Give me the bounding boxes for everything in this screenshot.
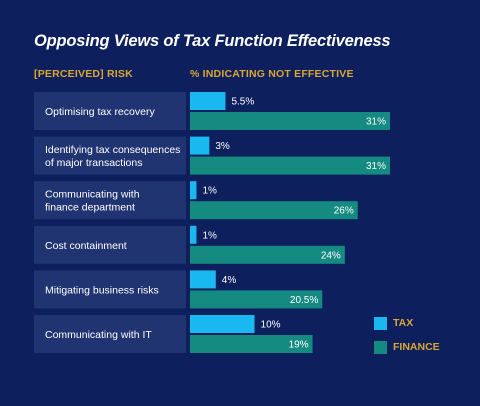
- category-label: finance department: [45, 202, 135, 214]
- category-box: [34, 136, 186, 175]
- category-label: of major transactions: [45, 157, 142, 169]
- finance-bar: [190, 245, 345, 264]
- category-label: Mitigating business risks: [45, 284, 159, 296]
- finance-bar: [190, 335, 313, 353]
- tax-value-label: 10%: [261, 320, 281, 331]
- finance-bar: [190, 112, 390, 130]
- legend-label-tax: TAX: [393, 317, 414, 329]
- category-label: Communicating with: [45, 189, 140, 201]
- legend-swatch-finance: [374, 341, 387, 354]
- category-label: Optimising tax recovery: [45, 106, 155, 118]
- category-box: [34, 92, 186, 130]
- tax-value-label: 3%: [215, 141, 230, 152]
- finance-value-label: 31%: [366, 161, 386, 172]
- tax-bar: [190, 225, 197, 244]
- chart-title: Opposing Views of Tax Function Effective…: [34, 32, 391, 50]
- tax-bar: [190, 92, 226, 110]
- legend-label-finance: FINANCE: [393, 341, 440, 353]
- finance-value-label: 26%: [334, 206, 354, 217]
- legend-swatch-tax: [374, 317, 387, 330]
- risk-column-header: [PERCEIVED] RISK: [34, 68, 133, 80]
- finance-bar: [190, 290, 323, 309]
- category-label: Communicating with IT: [45, 329, 152, 341]
- tax-value-label: 1%: [202, 186, 217, 197]
- tax-value-label: 5.5%: [231, 97, 254, 108]
- finance-value-label: 24%: [321, 250, 341, 261]
- tax-bar: [190, 315, 255, 333]
- tax-bar: [190, 270, 216, 289]
- finance-value-label: 20.5%: [290, 295, 318, 306]
- category-box: [34, 225, 186, 264]
- percent-column-header: % INDICATING NOT EFFECTIVE: [190, 68, 354, 80]
- finance-bar: [190, 156, 390, 175]
- tax-value-label: 4%: [222, 275, 237, 286]
- finance-value-label: 19%: [289, 340, 309, 351]
- tax-bar: [190, 181, 197, 200]
- category-box: [34, 181, 186, 220]
- finance-value-label: 31%: [366, 117, 386, 128]
- category-label: Identifying tax consequences: [45, 144, 180, 156]
- tax-value-label: 1%: [202, 230, 217, 241]
- category-box: [34, 315, 186, 353]
- category-label: Cost containment: [45, 240, 127, 252]
- finance-bar: [190, 201, 358, 220]
- tax-bar: [190, 136, 210, 155]
- category-box: [34, 270, 186, 309]
